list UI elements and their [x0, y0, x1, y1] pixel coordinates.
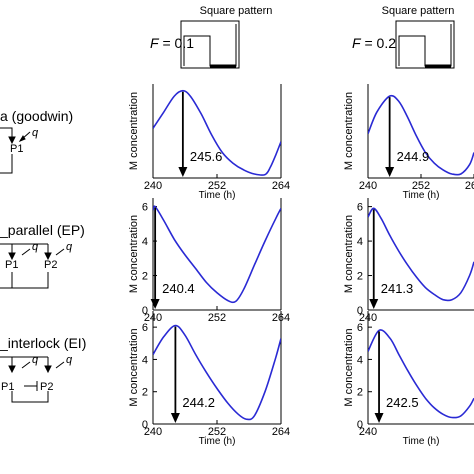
x-tick-label: 252 — [412, 180, 430, 192]
y-tick-label: 0 — [357, 419, 363, 431]
concentration-curve — [368, 207, 474, 302]
y-axis-label: M concentration — [128, 328, 140, 406]
x-axis-label: Time (h) — [403, 190, 440, 201]
peak-time-label: 240.4 — [162, 281, 195, 296]
y-tick-label: 4 — [357, 236, 363, 248]
x-axis-label: Time (h) — [403, 436, 440, 447]
peak-time-label: 242.5 — [386, 395, 419, 410]
concentration-curve — [153, 89, 281, 176]
peak-arrow-head — [385, 167, 395, 177]
peak-arrow-head — [374, 413, 384, 423]
y-tick-label: 2 — [357, 271, 363, 283]
y-axis-label: M concentration — [343, 328, 355, 406]
x-tick-label: 252 — [208, 180, 226, 192]
y-tick-label: 0 — [357, 305, 363, 317]
protein-label: P2 — [40, 381, 53, 393]
input-label: q — [66, 241, 73, 253]
peak-arrow-head — [150, 299, 160, 309]
y-axis-label: M concentration — [343, 92, 355, 170]
peak-arrow-head — [178, 167, 188, 177]
y-axis-label: M concentration — [128, 92, 140, 170]
protein-label: P1 — [5, 259, 18, 271]
protein-label: P1 — [10, 143, 23, 155]
concentration-curve — [153, 324, 281, 421]
protein-label: P2 — [44, 259, 57, 271]
f-value-label: F = 0.2 — [352, 35, 396, 51]
concentration-curve — [153, 205, 281, 304]
network-diagram-interlock — [0, 356, 65, 403]
y-axis-label: M concentration — [128, 215, 140, 293]
y-axis-label: M concentration — [343, 215, 355, 293]
input-label: q — [32, 241, 39, 253]
chart-panel: 0 2 4 6 240 Time (h) M concentration 242.5 — [343, 311, 474, 447]
network-label-goodwin: a (goodwin) — [0, 108, 73, 124]
x-tick-label: 252 — [208, 312, 226, 324]
column-title-square-pattern: Square pattern — [382, 5, 455, 17]
chart-panel: 240 252 264 Time (h) M concentration 244.9 — [343, 84, 474, 201]
peak-arrow-head — [369, 299, 379, 309]
y-tick-label: 6 — [142, 322, 148, 334]
x-tick-label: 264 — [272, 426, 290, 438]
x-axis-label: Time (h) — [199, 190, 236, 201]
x-tick-label: 240 — [144, 180, 162, 192]
x-tick-label: 240 — [359, 426, 377, 438]
y-tick-label: 0 — [142, 419, 148, 431]
y-tick-label: 0 — [142, 305, 148, 317]
column-title-square-pattern: Square pattern — [200, 5, 273, 17]
y-tick-label: 4 — [357, 354, 363, 366]
square-pattern-icon — [395, 20, 455, 69]
y-tick-label: 2 — [142, 387, 148, 399]
x-tick-label: 240 — [359, 180, 377, 192]
x-tick-label: 264 — [272, 180, 290, 192]
peak-time-label: 244.9 — [397, 149, 430, 164]
y-tick-label: 2 — [142, 271, 148, 283]
chart-panel: 240 252 264 Time (h) M concentration 245.6 — [128, 84, 290, 201]
concentration-curve — [368, 329, 474, 419]
concentration-curve — [368, 94, 474, 176]
network-label-interlock: _interlock (EI) — [0, 335, 86, 351]
y-tick-label: 4 — [142, 354, 148, 366]
x-tick-label: 252 — [208, 426, 226, 438]
y-tick-label: 4 — [142, 236, 148, 248]
chart-panel: 0 2 4 6 240 252 264 Time (h) M concentration 244.… — [128, 311, 290, 447]
input-label: q — [66, 354, 73, 366]
y-tick-label: 6 — [357, 322, 363, 334]
y-tick-label: 2 — [357, 387, 363, 399]
y-tick-label: 6 — [142, 202, 148, 214]
input-label: q — [32, 127, 39, 139]
square-pattern-icon — [180, 20, 240, 69]
y-tick-label: 6 — [357, 202, 363, 214]
protein-label: P1 — [1, 381, 14, 393]
x-axis-label: Time (h) — [199, 436, 236, 447]
x-tick-label: 240 — [144, 426, 162, 438]
peak-time-label: 245.6 — [190, 149, 223, 164]
peak-time-label: 244.2 — [182, 395, 215, 410]
network-diagram-goodwin — [0, 127, 31, 174]
peak-time-label: 241.3 — [381, 281, 414, 296]
x-tick-label: 264 — [465, 180, 474, 192]
f-value-label: F = 0.1 — [150, 35, 194, 51]
network-diagram-parallel — [0, 243, 65, 289]
input-label: q — [32, 354, 39, 366]
network-label-parallel: _parallel (EP) — [0, 222, 85, 238]
peak-arrow-head — [170, 413, 180, 423]
